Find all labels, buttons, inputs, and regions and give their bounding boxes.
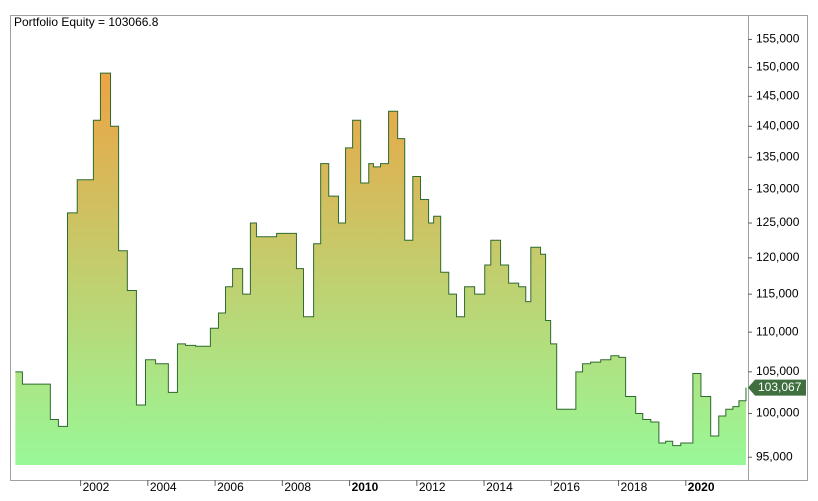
y-tick-label: 140,000 (756, 118, 800, 132)
y-tick-label: 105,000 (756, 364, 800, 378)
y-tick-label: 115,000 (756, 286, 799, 300)
y-tick-label: 100,000 (756, 406, 800, 420)
y-tick-label: 125,000 (756, 215, 800, 229)
y-tick-label: 130,000 (756, 182, 800, 196)
x-tick-label: 2004 (150, 480, 177, 494)
x-tick-label: 2020 (688, 480, 715, 494)
y-tick-label: 155,000 (756, 32, 800, 46)
x-tick-label: 2018 (621, 480, 648, 494)
equity-line (15, 72, 747, 447)
equity-area (15, 73, 746, 465)
y-tick-label: 120,000 (756, 250, 800, 264)
x-tick-label: 2010 (352, 480, 379, 494)
y-tick-label: 145,000 (756, 89, 800, 103)
x-tick-label: 2008 (284, 480, 311, 494)
y-tick-label: 150,000 (756, 60, 800, 74)
x-tick-label: 2014 (486, 480, 513, 494)
last-value-label: 103,067 (758, 380, 802, 394)
x-tick-label: 2002 (83, 480, 110, 494)
x-tick-label: 2012 (419, 480, 446, 494)
last-value-tag (748, 379, 806, 396)
y-tick-label: 110,000 (756, 324, 799, 338)
x-tick-label: 2006 (217, 480, 244, 494)
chart-title: Portfolio Equity = 103066.8 (14, 15, 159, 29)
x-tick-label: 2016 (553, 480, 580, 494)
y-tick-label: 135,000 (756, 150, 800, 164)
y-tick-label: 95,000 (756, 449, 793, 463)
frame (10, 15, 808, 481)
